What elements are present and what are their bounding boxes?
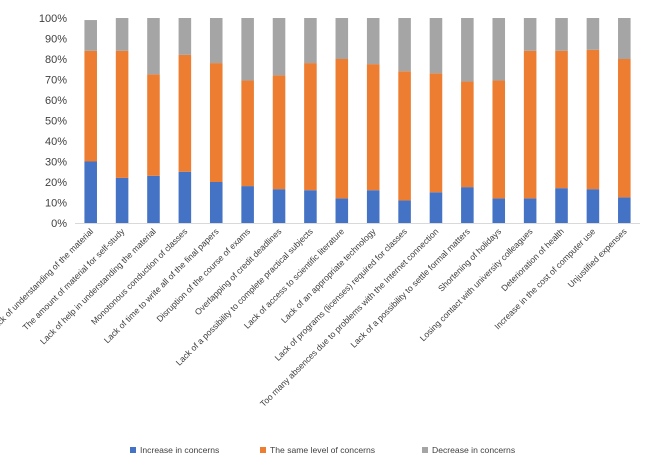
legend-swatch	[260, 447, 266, 453]
bar-segment-increase-in-concerns	[241, 186, 254, 223]
bar-segment-increase-in-concerns	[618, 197, 631, 224]
bar-segment-decrease-in-concerns	[523, 18, 537, 51]
bar-segment-decrease-in-concerns	[618, 18, 631, 59]
x-category-label: Lack of a possibility to settle formal m…	[349, 226, 472, 349]
y-tick-label: 10%	[45, 198, 67, 210]
x-category-label: Unjustified expenses	[566, 226, 629, 289]
bar-segment-the-same-level-of-concerns	[147, 74, 160, 176]
bar-segment-the-same-level-of-concerns	[178, 54, 192, 172]
y-tick-label: 0%	[51, 218, 67, 230]
y-tick-label: 20%	[45, 177, 67, 189]
bar-segment-increase-in-concerns	[555, 188, 568, 223]
bar-segment-increase-in-concerns	[398, 200, 411, 223]
bar-segment-increase-in-concerns	[366, 190, 380, 223]
bar-segment-increase-in-concerns	[304, 190, 317, 223]
bar-segment-decrease-in-concerns	[209, 18, 223, 64]
legend-swatch	[422, 447, 428, 453]
bar-segment-the-same-level-of-concerns	[366, 64, 380, 191]
bar-segment-increase-in-concerns	[115, 177, 129, 223]
legend-swatch	[130, 447, 136, 453]
bar-segment-increase-in-concerns	[429, 192, 443, 223]
y-tick-label: 70%	[45, 75, 67, 87]
bars	[84, 18, 631, 224]
bar-segment-the-same-level-of-concerns	[335, 59, 349, 199]
bar-segment-the-same-level-of-concerns	[429, 73, 443, 193]
bar-segment-increase-in-concerns	[523, 198, 537, 223]
x-category-label: Lack of time to write all of the final p…	[102, 226, 221, 345]
bar-segment-decrease-in-concerns	[115, 18, 129, 51]
bar-segment-increase-in-concerns	[147, 175, 160, 223]
bar-segment-decrease-in-concerns	[586, 18, 600, 50]
bar-segment-increase-in-concerns	[335, 198, 349, 223]
bar-segment-the-same-level-of-concerns	[618, 59, 631, 198]
bar-segment-decrease-in-concerns	[272, 18, 286, 76]
bar-segment-decrease-in-concerns	[178, 18, 192, 55]
bar-segment-decrease-in-concerns	[492, 18, 506, 81]
legend: Increase in concerns The same level of co…	[130, 445, 515, 455]
x-category-label: Lack of understanding of the material	[0, 226, 95, 333]
bar-segment-decrease-in-concerns	[335, 18, 349, 59]
bar-segment-decrease-in-concerns	[366, 18, 380, 65]
bar-segment-decrease-in-concerns	[84, 20, 97, 51]
bar-segment-decrease-in-concerns	[555, 18, 568, 51]
bar-segment-the-same-level-of-concerns	[492, 80, 506, 199]
bar-segment-increase-in-concerns	[209, 182, 223, 223]
y-tick-label: 80%	[45, 54, 67, 66]
bar-segment-the-same-level-of-concerns	[115, 50, 129, 178]
y-tick-label: 90%	[45, 34, 67, 46]
bar-segment-the-same-level-of-concerns	[523, 50, 537, 199]
bar-segment-increase-in-concerns	[84, 161, 97, 223]
bar-segment-decrease-in-concerns	[398, 18, 411, 72]
legend-label: Decrease in concerns	[432, 445, 515, 455]
bar-segment-decrease-in-concerns	[429, 18, 443, 74]
y-tick-label: 40%	[45, 136, 67, 148]
bar-segment-the-same-level-of-concerns	[84, 50, 97, 162]
y-tick-label: 30%	[45, 157, 67, 169]
bar-segment-the-same-level-of-concerns	[555, 50, 568, 189]
bar-segment-decrease-in-concerns	[304, 18, 317, 64]
legend-label: The same level of concerns	[270, 445, 375, 455]
bar-segment-increase-in-concerns	[178, 171, 192, 223]
x-category-label: Lack of help in understanding the materi…	[38, 226, 158, 346]
bar-segment-increase-in-concerns	[492, 198, 506, 223]
y-tick-label: 100%	[39, 13, 67, 25]
bar-segment-the-same-level-of-concerns	[304, 63, 317, 191]
x-axis: Lack of understanding of the materialThe…	[0, 223, 640, 409]
bar-segment-the-same-level-of-concerns	[461, 81, 474, 188]
legend-label: Increase in concerns	[140, 445, 219, 455]
bar-segment-the-same-level-of-concerns	[241, 80, 254, 187]
bar-segment-increase-in-concerns	[461, 187, 474, 224]
bar-segment-decrease-in-concerns	[147, 18, 160, 75]
bar-segment-decrease-in-concerns	[461, 18, 474, 82]
bar-segment-increase-in-concerns	[586, 189, 600, 223]
bar-segment-increase-in-concerns	[272, 189, 286, 223]
x-category-label: Losing contact with university colleague…	[418, 226, 535, 343]
bar-segment-the-same-level-of-concerns	[272, 75, 286, 190]
y-tick-label: 60%	[45, 95, 67, 107]
bar-segment-the-same-level-of-concerns	[586, 49, 600, 190]
bar-segment-the-same-level-of-concerns	[398, 71, 411, 201]
y-tick-label: 50%	[45, 116, 67, 128]
y-axis: 0% 10% 20% 30% 40% 50% 60% 70% 80% 90% 100%	[39, 13, 67, 230]
bar-segment-the-same-level-of-concerns	[209, 63, 223, 182]
bar-segment-decrease-in-concerns	[241, 18, 254, 81]
